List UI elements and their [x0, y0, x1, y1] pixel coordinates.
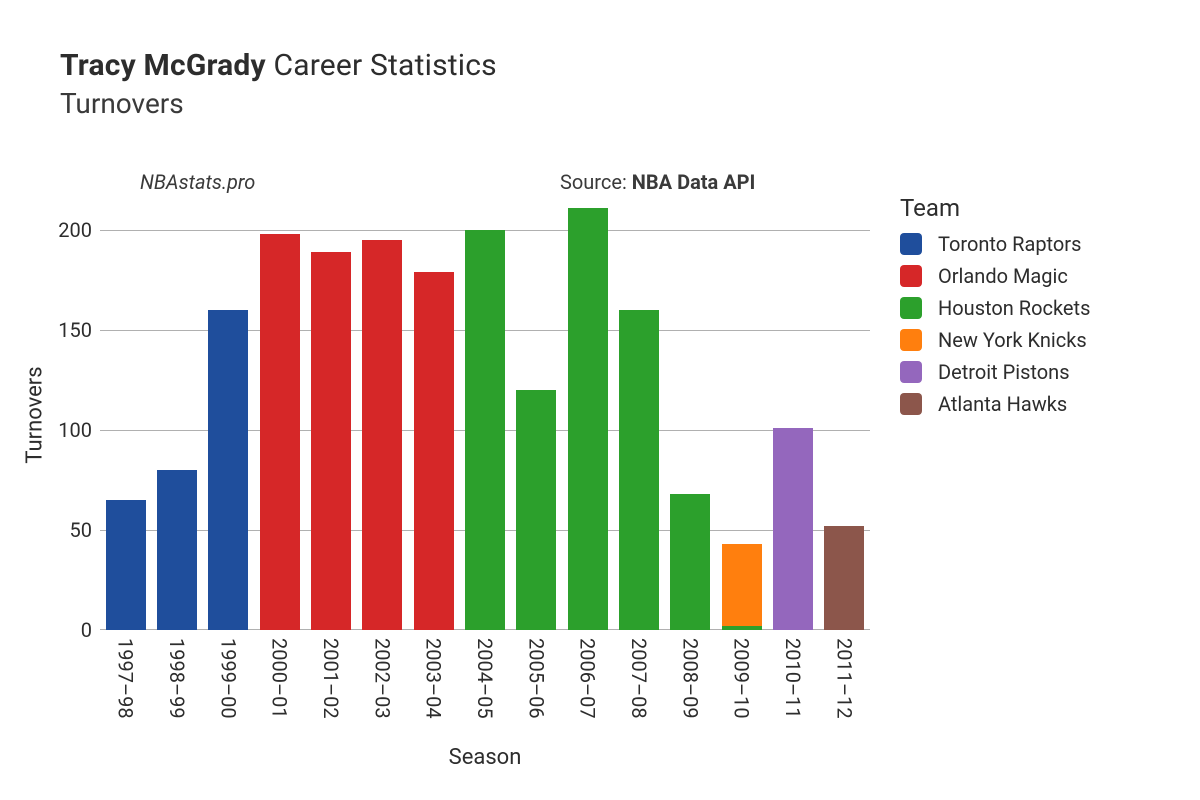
y-tick-label: 0 [42, 618, 92, 642]
legend-swatch [900, 233, 922, 255]
bar [568, 208, 608, 630]
bar [670, 494, 710, 630]
y-tick-label: 200 [42, 218, 92, 242]
bar [311, 252, 351, 630]
bar [362, 240, 402, 630]
legend-label: Toronto Raptors [938, 232, 1081, 256]
x-tick-label: 2007–08 [627, 638, 651, 719]
bar [414, 272, 454, 630]
x-axis-title: Season [449, 745, 522, 770]
source-value: NBA Data API [632, 170, 756, 194]
plot-area: 0501001502001997–981998–991999–002000–01… [100, 200, 870, 630]
legend-swatch [900, 361, 922, 383]
legend-swatch [900, 265, 922, 287]
legend-item: Toronto Raptors [900, 232, 1090, 256]
legend-swatch [900, 393, 922, 415]
title-regular: Career Statistics [266, 48, 497, 83]
legend-item: Detroit Pistons [900, 360, 1090, 384]
legend: Team Toronto Raptors Orlando Magic Houston… [900, 194, 1090, 424]
x-tick-label: 2001–02 [319, 638, 343, 719]
bar [157, 470, 197, 630]
bar [773, 428, 813, 630]
legend-label: Orlando Magic [938, 264, 1068, 288]
x-tick-label: 2008–09 [678, 638, 702, 719]
source-text: Source: NBA Data API [560, 170, 755, 194]
source-label: Source: [560, 170, 632, 194]
legend-item: Atlanta Hawks [900, 392, 1090, 416]
legend-item: New York Knicks [900, 328, 1090, 352]
x-tick-label: 1997–98 [114, 638, 138, 719]
bar [465, 230, 505, 630]
x-tick-label: 2005–06 [524, 638, 548, 719]
legend-swatch [900, 329, 922, 351]
x-tick-label: 1998–99 [165, 638, 189, 719]
bar [516, 390, 556, 630]
x-tick-label: 2009–10 [730, 638, 754, 719]
y-tick-label: 150 [42, 318, 92, 342]
x-tick-label: 2006–07 [576, 638, 600, 719]
title-bold: Tracy McGrady [60, 48, 266, 83]
y-tick-label: 100 [42, 418, 92, 442]
watermark-text: NBAstats.pro [140, 170, 255, 194]
legend-swatch [900, 297, 922, 319]
chart-container: Tracy McGrady Career Statistics Turnover… [0, 0, 1200, 800]
x-tick-label: 2000–01 [268, 638, 292, 719]
legend-label: New York Knicks [938, 328, 1087, 352]
x-tick-label: 2004–05 [473, 638, 497, 719]
x-tick-label: 2010–11 [781, 638, 805, 719]
legend-items: Toronto Raptors Orlando Magic Houston Rock… [900, 232, 1090, 416]
x-tick-label: 2003–04 [422, 638, 446, 719]
x-tick-label: 2002–03 [370, 638, 394, 719]
chart-subtitle: Turnovers [60, 87, 497, 120]
chart-title: Tracy McGrady Career Statistics [60, 48, 497, 83]
bar [106, 500, 146, 630]
bar-overlay [722, 626, 762, 630]
plot-inner: 0501001502001997–981998–991999–002000–01… [100, 200, 870, 630]
title-block: Tracy McGrady Career Statistics Turnover… [60, 48, 497, 120]
bar [722, 544, 762, 630]
legend-label: Detroit Pistons [938, 360, 1070, 384]
x-tick-label: 2011–12 [832, 638, 856, 719]
legend-label: Houston Rockets [938, 296, 1090, 320]
bar [619, 310, 659, 630]
y-tick-label: 50 [42, 518, 92, 542]
bar [260, 234, 300, 630]
legend-label: Atlanta Hawks [938, 392, 1067, 416]
y-axis-title: Turnovers [23, 366, 48, 463]
legend-item: Orlando Magic [900, 264, 1090, 288]
bar [824, 526, 864, 630]
x-tick-label: 1999–00 [216, 638, 240, 719]
bar [208, 310, 248, 630]
legend-title: Team [900, 194, 1090, 222]
legend-item: Houston Rockets [900, 296, 1090, 320]
